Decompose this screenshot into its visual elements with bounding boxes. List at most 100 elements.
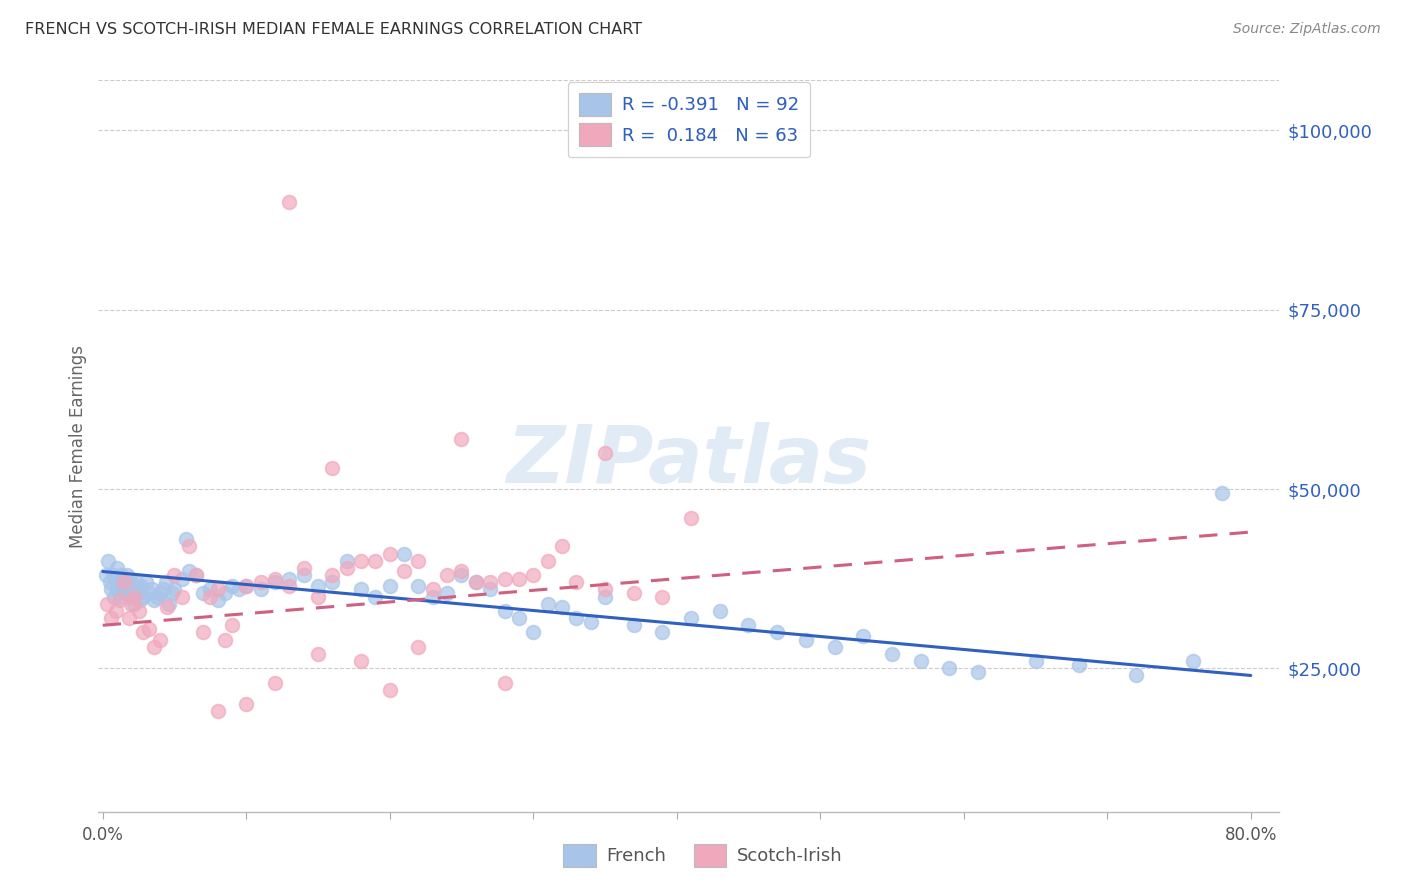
Point — [170, 590, 193, 604]
Point — [193, 625, 215, 640]
Point — [824, 640, 846, 654]
Legend: R = -0.391   N = 92, R =  0.184   N = 63: R = -0.391 N = 92, R = 0.184 N = 63 — [568, 82, 810, 157]
Point — [184, 568, 207, 582]
Point — [170, 572, 193, 586]
Point — [321, 575, 343, 590]
Point — [249, 582, 271, 597]
Point — [307, 579, 329, 593]
Text: Source: ZipAtlas.com: Source: ZipAtlas.com — [1233, 22, 1381, 37]
Point — [565, 611, 588, 625]
Point — [135, 575, 157, 590]
Point — [593, 590, 616, 604]
Point — [235, 579, 257, 593]
Point — [157, 597, 180, 611]
Point — [143, 640, 166, 654]
Point — [623, 618, 645, 632]
Point — [114, 586, 136, 600]
Point — [163, 568, 186, 582]
Point — [479, 575, 502, 590]
Point — [422, 582, 444, 597]
Point — [522, 568, 544, 582]
Point — [1125, 668, 1147, 682]
Point — [110, 568, 132, 582]
Point — [967, 665, 990, 679]
Point — [321, 568, 343, 582]
Point — [177, 565, 200, 579]
Point — [450, 432, 472, 446]
Point — [264, 675, 287, 690]
Point — [120, 597, 142, 611]
Point — [103, 590, 125, 604]
Point — [321, 460, 343, 475]
Point — [709, 604, 731, 618]
Point — [350, 654, 373, 668]
Point — [450, 565, 472, 579]
Point — [146, 590, 169, 604]
Point — [228, 582, 250, 597]
Point — [160, 586, 183, 600]
Point — [100, 582, 122, 597]
Point — [149, 632, 172, 647]
Point — [105, 582, 128, 597]
Point — [852, 629, 875, 643]
Legend: French, Scotch-Irish: French, Scotch-Irish — [557, 837, 849, 874]
Point — [111, 579, 134, 593]
Point — [364, 590, 387, 604]
Point — [264, 572, 287, 586]
Point — [97, 554, 120, 568]
Point — [464, 575, 486, 590]
Point — [1024, 654, 1046, 668]
Point — [107, 575, 129, 590]
Point — [207, 582, 229, 597]
Point — [207, 704, 229, 718]
Point — [128, 604, 150, 618]
Point — [910, 654, 932, 668]
Point — [278, 579, 301, 593]
Point — [118, 572, 141, 586]
Point — [155, 575, 177, 590]
Point — [121, 579, 143, 593]
Point — [292, 568, 315, 582]
Y-axis label: Median Female Earnings: Median Female Earnings — [69, 344, 87, 548]
Point — [214, 632, 236, 647]
Point — [1067, 657, 1090, 672]
Point — [1182, 654, 1205, 668]
Point — [200, 582, 222, 597]
Point — [508, 611, 530, 625]
Point — [593, 582, 616, 597]
Point — [235, 579, 257, 593]
Point — [307, 590, 329, 604]
Point — [450, 568, 472, 582]
Point — [152, 582, 174, 597]
Point — [794, 632, 817, 647]
Point — [138, 622, 160, 636]
Point — [117, 611, 139, 625]
Point — [681, 510, 703, 524]
Point — [200, 590, 222, 604]
Point — [120, 590, 142, 604]
Point — [378, 547, 401, 561]
Point — [98, 575, 121, 590]
Point — [131, 579, 153, 593]
Point — [163, 582, 186, 597]
Text: ZIPatlas: ZIPatlas — [506, 422, 872, 500]
Point — [436, 568, 458, 582]
Point — [292, 561, 315, 575]
Point — [125, 575, 148, 590]
Point — [177, 540, 200, 554]
Point — [651, 590, 673, 604]
Point — [479, 582, 502, 597]
Point — [422, 590, 444, 604]
Point — [138, 586, 160, 600]
Point — [104, 604, 127, 618]
Point — [593, 446, 616, 460]
Point — [128, 582, 150, 597]
Point — [278, 195, 301, 210]
Point — [408, 579, 430, 593]
Point — [522, 625, 544, 640]
Point — [651, 625, 673, 640]
Point — [129, 593, 152, 607]
Point — [464, 575, 486, 590]
Point — [94, 568, 117, 582]
Point — [235, 697, 257, 711]
